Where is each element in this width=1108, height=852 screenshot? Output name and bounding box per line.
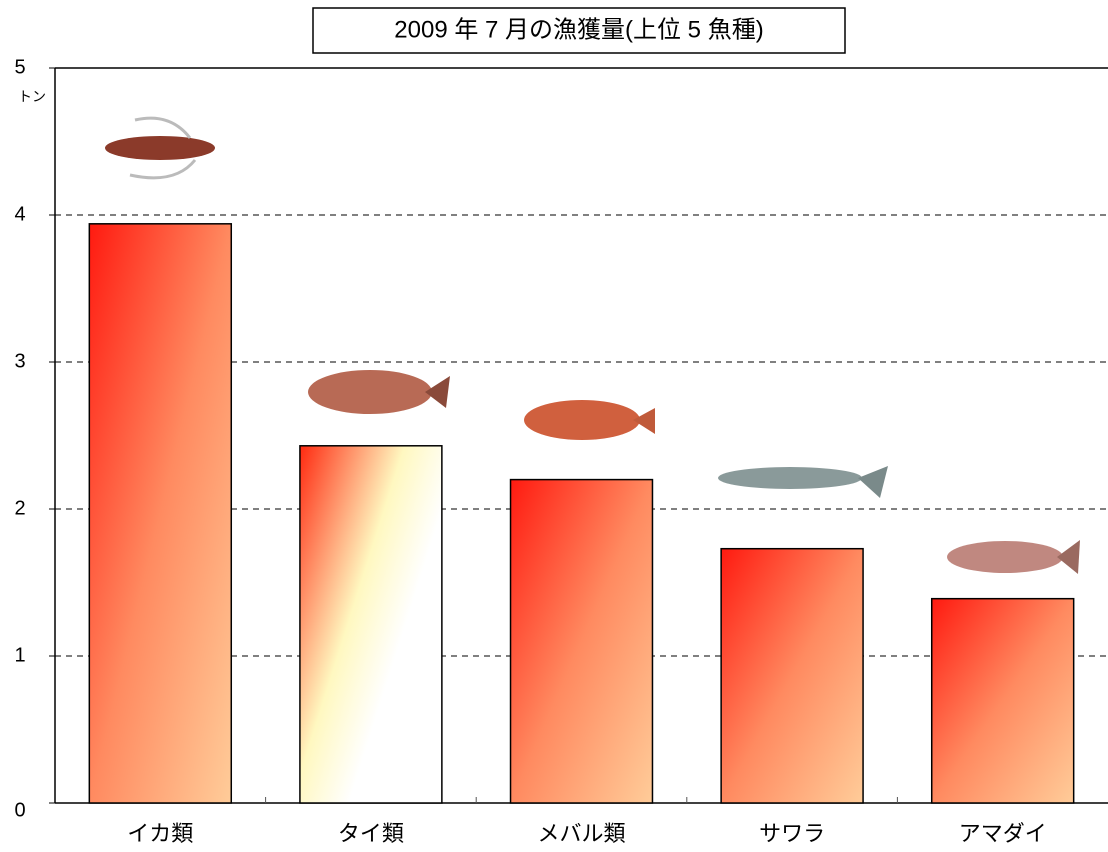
x-tick-label: タイ類 xyxy=(338,821,404,846)
x-tick-label: メバル類 xyxy=(537,821,625,846)
y-tick-label: 2 xyxy=(14,497,25,519)
bar xyxy=(299,445,443,804)
fish-icon xyxy=(947,541,1063,573)
fish-decorations xyxy=(105,116,1080,574)
y-tick-label: 5 xyxy=(14,56,25,78)
y-unit-label: トン xyxy=(18,89,46,105)
fish-tail xyxy=(425,376,450,408)
chart-title: 2009 年 7 月の漁獲量(上位 5 魚種) xyxy=(394,16,763,43)
bar xyxy=(720,547,864,804)
fish-icon xyxy=(718,467,862,489)
x-tick-label: イカ類 xyxy=(127,821,193,846)
fish-tail xyxy=(1057,540,1080,574)
squid-arms xyxy=(129,116,197,180)
title-box xyxy=(312,7,846,54)
fish-tail xyxy=(633,408,655,434)
bar xyxy=(930,597,1075,804)
bar xyxy=(88,223,233,804)
bar xyxy=(509,478,654,804)
y-tick-label: 0 xyxy=(14,799,25,821)
y-tick-label: 1 xyxy=(14,644,25,666)
plot-area: 0 1 2 3 4 5 イカ類 タイ類 メバル類 サワラ アマダイ xyxy=(14,56,1108,846)
fish-tail xyxy=(858,466,888,498)
y-tick-label: 3 xyxy=(14,350,25,372)
fish-icon xyxy=(524,400,640,440)
x-tick-label: アマダイ xyxy=(959,821,1047,846)
squid-icon xyxy=(105,136,215,160)
x-tick-label: サワラ xyxy=(759,821,825,846)
fish-icon xyxy=(308,370,432,414)
y-tick-label: 4 xyxy=(14,203,25,225)
